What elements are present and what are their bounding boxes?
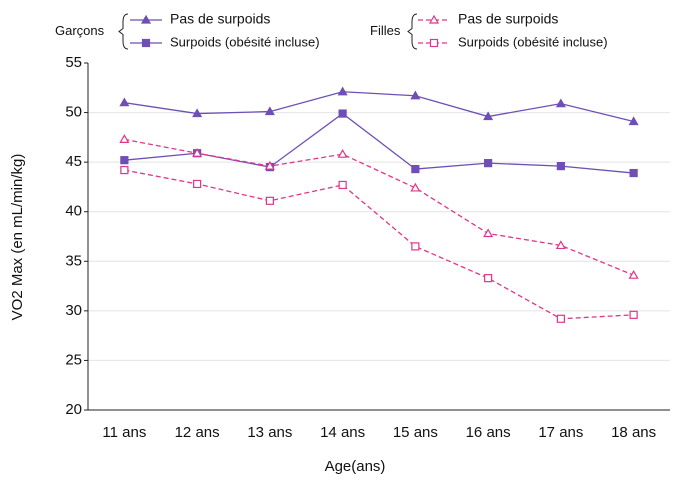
series-marker	[193, 179, 202, 189]
series-marker	[192, 108, 203, 118]
x-tick-label: 16 ans	[466, 424, 511, 441]
series-marker	[264, 160, 275, 170]
series-marker	[119, 134, 130, 143]
series-marker	[556, 314, 565, 323]
y-tick-label: 35	[65, 252, 82, 269]
series-marker	[337, 149, 348, 158]
series-marker	[629, 168, 638, 178]
y-tick-label: 50	[65, 104, 82, 121]
x-tick-label: 18 ans	[611, 424, 656, 441]
x-tick-label: 17 ans	[538, 424, 583, 441]
series-marker	[411, 242, 420, 251]
series-marker	[264, 106, 275, 116]
series-marker	[484, 159, 493, 168]
x-axis-title: Age(ans)	[325, 458, 386, 475]
series-marker	[120, 165, 129, 175]
legend-marker	[141, 38, 151, 48]
series-marker	[483, 228, 494, 238]
y-tick-label: 45	[65, 153, 82, 170]
series-line	[124, 138, 634, 276]
series-marker	[120, 156, 129, 165]
series-marker	[192, 148, 203, 157]
series-marker	[628, 116, 639, 126]
series-marker	[265, 196, 274, 205]
y-axis-title: VO2 Max (en mL/min/kg)	[9, 154, 26, 321]
x-tick-label: 13 ans	[247, 424, 292, 441]
series-marker	[628, 269, 639, 279]
legend-marker	[140, 14, 152, 24]
series-marker	[410, 90, 421, 100]
series-marker	[484, 274, 493, 283]
series-line	[124, 91, 634, 123]
y-tick-label: 40	[65, 203, 82, 220]
legend-brace	[118, 13, 129, 50]
legend-marker	[429, 38, 439, 48]
series-marker	[556, 162, 565, 171]
series-line	[124, 112, 634, 174]
series-marker	[411, 164, 420, 174]
legend-marker	[428, 14, 440, 24]
series-line	[124, 169, 634, 320]
series-marker	[555, 240, 566, 250]
series-marker	[338, 109, 347, 118]
series-marker	[119, 97, 130, 107]
series-marker	[337, 86, 348, 96]
y-tick-label: 20	[65, 401, 82, 418]
x-tick-label: 12 ans	[175, 424, 220, 441]
legend-label: Surpoids (obésité incluse)	[170, 34, 320, 49]
legend-label: Pas de surpoids	[458, 11, 558, 27]
x-tick-label: 14 ans	[320, 424, 365, 441]
series-marker	[410, 182, 421, 192]
legend-group-label: Garçons	[55, 23, 105, 38]
series-marker	[338, 180, 347, 190]
legend-group-label: Filles	[370, 23, 401, 38]
series-marker	[629, 310, 638, 319]
legend-label: Pas de surpoids	[170, 11, 270, 27]
y-tick-label: 55	[65, 54, 82, 71]
legend-brace	[407, 13, 418, 50]
series-marker	[555, 98, 566, 108]
series-marker	[483, 111, 494, 121]
legend-label: Surpoids (obésité incluse)	[458, 34, 608, 49]
y-tick-label: 25	[65, 351, 82, 368]
x-tick-label: 11 ans	[102, 424, 146, 441]
y-tick-label: 30	[65, 302, 82, 319]
x-tick-label: 15 ans	[393, 424, 438, 441]
